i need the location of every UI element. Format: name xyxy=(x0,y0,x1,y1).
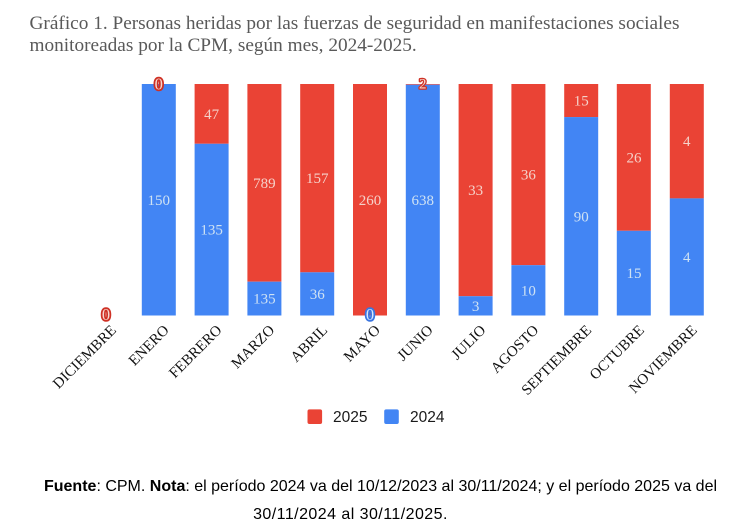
svg-text:47: 47 xyxy=(204,107,220,123)
svg-text:2024: 2024 xyxy=(410,409,445,426)
svg-text:0: 0 xyxy=(155,75,163,94)
svg-text:AGOSTO: AGOSTO xyxy=(488,322,542,376)
svg-text:FEBRERO: FEBRERO xyxy=(166,322,225,381)
svg-text:36: 36 xyxy=(521,168,537,184)
svg-text:157: 157 xyxy=(306,171,329,187)
svg-text:135: 135 xyxy=(253,292,276,308)
svg-text:15: 15 xyxy=(574,94,589,110)
svg-text:4: 4 xyxy=(683,250,691,266)
svg-text:638: 638 xyxy=(412,193,435,209)
svg-text:15: 15 xyxy=(627,266,642,282)
svg-text:ABRIL: ABRIL xyxy=(288,323,331,366)
svg-text:ENERO: ENERO xyxy=(126,322,173,369)
svg-text:0: 0 xyxy=(366,305,374,324)
svg-text:MARZO: MARZO xyxy=(229,322,279,372)
svg-text:10: 10 xyxy=(521,283,536,299)
svg-text:260: 260 xyxy=(359,193,382,209)
svg-text:4: 4 xyxy=(683,134,691,150)
svg-text:3: 3 xyxy=(472,299,480,315)
svg-text:JULIO: JULIO xyxy=(449,322,490,363)
svg-text:DICIEMBRE: DICIEMBRE xyxy=(50,323,120,393)
svg-text:36: 36 xyxy=(310,287,326,303)
svg-text:JUNIO: JUNIO xyxy=(395,322,437,364)
svg-text:2025: 2025 xyxy=(333,409,367,426)
svg-text:2: 2 xyxy=(419,77,427,93)
svg-text:MAYO: MAYO xyxy=(341,322,384,365)
svg-text:150: 150 xyxy=(148,193,171,209)
svg-text:135: 135 xyxy=(200,223,223,239)
svg-text:789: 789 xyxy=(253,176,276,192)
svg-text:26: 26 xyxy=(627,150,643,166)
svg-text:33: 33 xyxy=(468,183,483,199)
svg-text:90: 90 xyxy=(574,209,589,225)
svg-text:0: 0 xyxy=(102,305,110,324)
